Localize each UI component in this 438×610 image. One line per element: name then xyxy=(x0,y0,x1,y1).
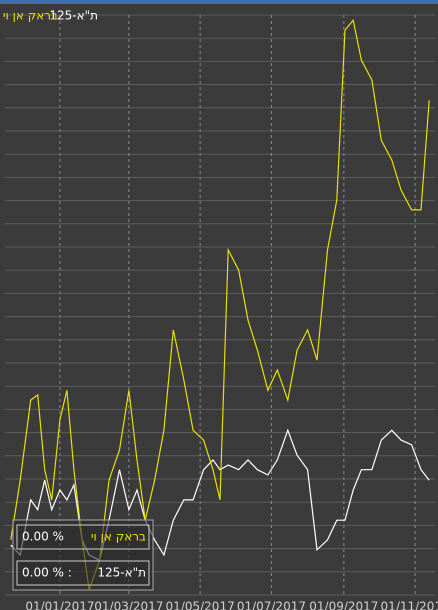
legend-label: ת"א-125 xyxy=(49,9,98,23)
readout-value: 0.00 % : xyxy=(22,566,72,580)
x-tick-label: 01/09/2017 xyxy=(309,600,378,610)
readout-box: 0.00 % בראק אן וי 0.00 % : ת"א-125 xyxy=(12,519,154,591)
legend-label: בראק אן וי xyxy=(3,9,58,23)
x-tick-label: 01/03/2017 xyxy=(94,600,163,610)
series-line xyxy=(10,18,430,591)
readout-row xyxy=(16,560,150,586)
readout-value: 0.00 % xyxy=(22,530,64,544)
readout-frame xyxy=(12,519,154,591)
x-tick-label: 01/05/2017 xyxy=(166,600,235,610)
x-tick-label: 01/01/2017 xyxy=(25,600,94,610)
x-tick-label: 01/07/2017 xyxy=(237,600,306,610)
readout-name: בראק אן וי xyxy=(91,530,146,544)
readout-row xyxy=(16,524,150,550)
header-bar xyxy=(0,0,438,4)
x-tick-label: 01/11/2017 xyxy=(381,600,438,610)
series-line xyxy=(10,428,430,562)
readout-name: ת"א-125 xyxy=(97,566,146,580)
